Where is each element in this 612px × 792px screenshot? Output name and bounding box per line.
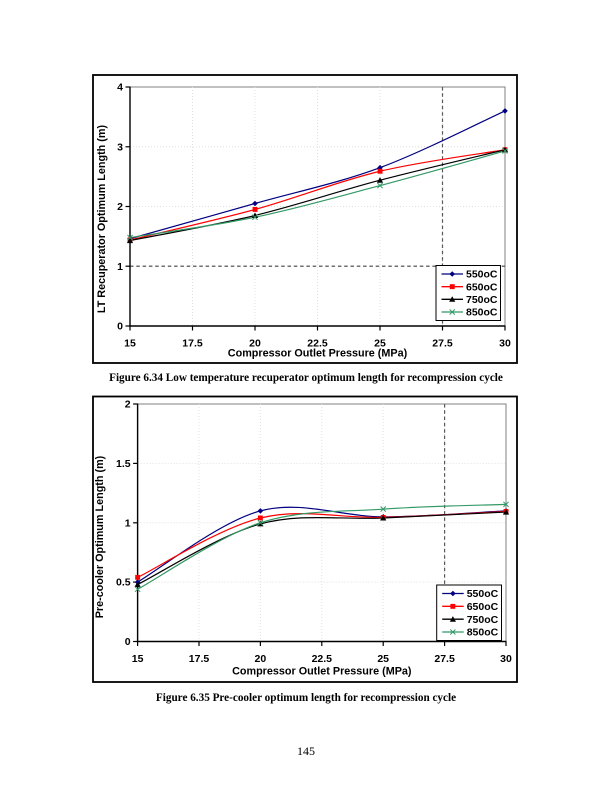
svg-text:0: 0 (117, 321, 123, 333)
svg-text:20: 20 (255, 653, 267, 665)
svg-text:1: 1 (125, 517, 131, 529)
svg-text:27.5: 27.5 (434, 653, 455, 665)
svg-text:Pre-cooler Optimum Length (m): Pre-cooler Optimum Length (m) (94, 455, 106, 618)
svg-text:20: 20 (249, 338, 261, 350)
svg-text:Compressor Outlet Pressure (MP: Compressor Outlet Pressure (MPa) (232, 666, 412, 678)
svg-text:22.5: 22.5 (307, 338, 328, 350)
svg-text:17.5: 17.5 (182, 338, 203, 350)
svg-text:30: 30 (499, 338, 511, 350)
svg-text:LT Recuperator Optimum Length: LT Recuperator Optimum Length (m) (96, 125, 108, 314)
svg-text:0.5: 0.5 (116, 577, 131, 589)
svg-text:Compressor Outlet Pressure (MP: Compressor Outlet Pressure (MPa) (228, 348, 408, 360)
svg-text:2: 2 (117, 201, 123, 213)
svg-text:1: 1 (117, 261, 123, 273)
svg-text:650oC: 650oC (466, 281, 498, 293)
svg-text:1.5: 1.5 (116, 458, 131, 470)
svg-text:17.5: 17.5 (189, 653, 210, 665)
svg-text:850oC: 850oC (466, 307, 498, 319)
svg-text:15: 15 (132, 653, 144, 665)
svg-text:850oC: 850oC (467, 627, 499, 639)
svg-text:550oC: 550oC (466, 269, 498, 281)
svg-text:2: 2 (125, 399, 131, 411)
svg-text:750oC: 750oC (466, 294, 498, 306)
svg-text:15: 15 (124, 338, 136, 350)
svg-text:550oC: 550oC (467, 588, 499, 600)
svg-text:650oC: 650oC (467, 601, 499, 613)
svg-text:22.5: 22.5 (312, 653, 333, 665)
svg-text:750oC: 750oC (467, 614, 499, 626)
svg-text:27.5: 27.5 (432, 338, 453, 350)
svg-text:25: 25 (374, 338, 386, 350)
svg-text:25: 25 (377, 653, 389, 665)
svg-text:30: 30 (500, 653, 512, 665)
svg-text:4: 4 (117, 82, 123, 94)
svg-text:3: 3 (117, 141, 123, 153)
svg-text:0: 0 (125, 636, 131, 648)
